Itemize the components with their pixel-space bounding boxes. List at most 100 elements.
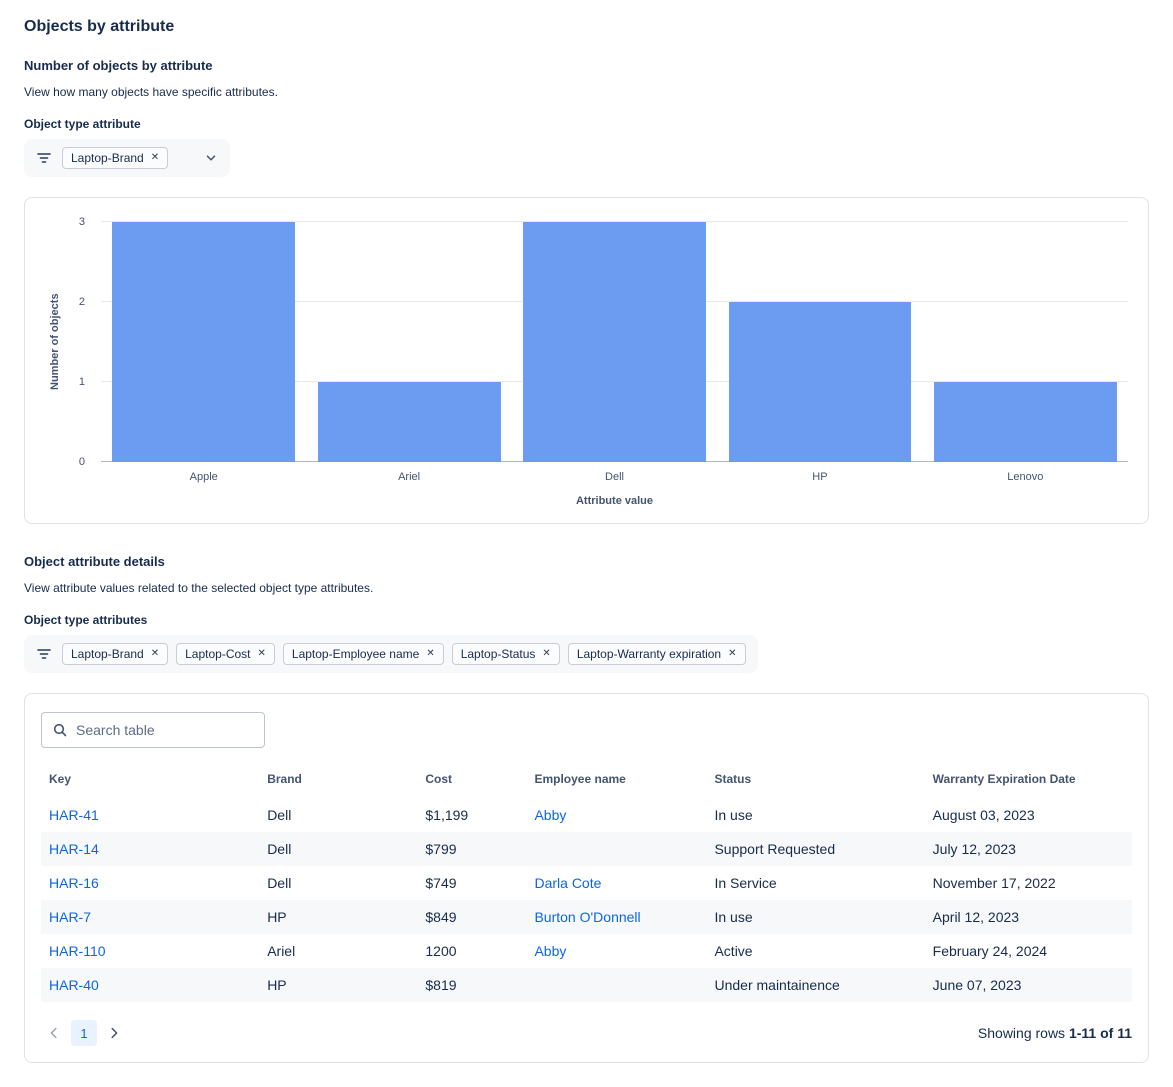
object-key-link[interactable]: HAR-40: [49, 977, 99, 993]
filter-chip: Laptop-Brand ✕: [62, 147, 169, 169]
search-input[interactable]: [76, 722, 254, 738]
x-tick-label: HP: [812, 471, 828, 483]
row-summary-range: 1-11 of 11: [1068, 1025, 1132, 1041]
bar-lenovo[interactable]: [933, 382, 1117, 462]
attribute-filter-select[interactable]: Laptop-Brand ✕: [24, 139, 231, 177]
chart-card: Number of objects 0 1 2 3 Apple Ariel Dell HP L…: [24, 197, 1149, 524]
cell-status: In use: [714, 807, 753, 823]
chip-remove-icon[interactable]: ✕: [728, 648, 737, 659]
chevron-down-icon[interactable]: [204, 151, 218, 165]
cell-key: HAR-41: [41, 798, 259, 832]
cell-brand: Dell: [267, 841, 292, 857]
employee-link[interactable]: Abby: [534, 943, 567, 959]
chip-remove-icon[interactable]: ✕: [150, 152, 160, 163]
search-box[interactable]: [41, 712, 265, 748]
y-axis-title: Number of objects: [49, 293, 61, 391]
cell-employee: [526, 968, 706, 1002]
chart-section-heading: Number of objects by attribute: [24, 58, 213, 73]
cell-employee: Burton O'Donnell: [526, 900, 706, 934]
cell-cost: $1,199: [425, 807, 469, 823]
bar-dell[interactable]: [523, 222, 706, 462]
table-body: HAR-41 Dell $1,199 Abby In use August 03, 202…: [41, 798, 1132, 1002]
employee-link[interactable]: Burton O'Donnell: [534, 909, 641, 925]
bar-slot: [717, 222, 922, 462]
pagination: 1 Showing rows 1-11 of 11: [41, 1020, 1132, 1046]
next-page-button[interactable]: [101, 1020, 127, 1046]
cell-warranty: November 17, 2022: [932, 875, 1056, 891]
bar-ariel[interactable]: [317, 382, 501, 462]
object-key-link[interactable]: HAR-14: [49, 841, 99, 857]
chip-list: Laptop-Brand ✕: [62, 147, 169, 169]
bar-slot: [306, 222, 511, 462]
column-header[interactable]: Employee name: [534, 772, 626, 786]
object-key-link[interactable]: HAR-41: [49, 807, 99, 823]
employee-link[interactable]: Darla Cote: [534, 875, 602, 891]
bars: [101, 222, 1128, 462]
cell-key: HAR-14: [41, 832, 259, 866]
bar-slot: [101, 222, 306, 462]
employee-link[interactable]: Abby: [534, 807, 567, 823]
bar-chart: Number of objects 0 1 2 3 Apple Ariel Dell HP L…: [45, 216, 1128, 507]
gridline: [101, 221, 1128, 222]
cell-employee: Darla Cote: [526, 866, 706, 900]
row-summary: Showing rows 1-11 of 11: [978, 1025, 1132, 1041]
object-type-attributes-label: Object type attributes: [24, 613, 148, 627]
column-header[interactable]: Warranty Expiration Date: [932, 772, 1076, 786]
filter-chip: Laptop-Cost ✕: [176, 643, 275, 665]
y-tick-label: 0: [78, 456, 85, 468]
x-tick-label: Lenovo: [1007, 471, 1044, 483]
chip-list: Laptop-Brand ✕ Laptop-Cost ✕ Laptop-Employee…: [62, 643, 746, 665]
cell-cost: $819: [425, 977, 457, 993]
cell-employee: [526, 832, 706, 866]
column-header[interactable]: Brand: [267, 772, 302, 786]
chart-section-description: View how many objects have specific attr…: [24, 85, 278, 99]
y-tick-label: 2: [78, 296, 85, 309]
chart-plot: [101, 221, 1128, 462]
chip-remove-icon[interactable]: ✕: [542, 648, 551, 659]
cell-brand: Dell: [267, 807, 292, 823]
table-row: HAR-41 Dell $1,199 Abby In use August 03, 202…: [41, 798, 1132, 832]
filter-chip: Laptop-Employee name ✕: [282, 643, 444, 665]
chip-remove-icon[interactable]: ✕: [257, 648, 266, 659]
table-card: Key Brand Cost Employee name Status Warranty …: [24, 693, 1149, 1063]
column-header[interactable]: Cost: [425, 772, 453, 786]
cell-cost: $749: [425, 875, 457, 891]
column-header[interactable]: Status: [714, 772, 752, 786]
bar-slot: [512, 222, 717, 462]
cell-status: In Service: [714, 875, 777, 891]
filter-chip: Laptop-Status ✕: [451, 643, 560, 665]
search-icon: [52, 722, 68, 738]
object-key-link[interactable]: HAR-16: [49, 875, 99, 891]
cell-warranty: June 07, 2023: [932, 977, 1022, 993]
page-1-button[interactable]: 1: [71, 1020, 97, 1046]
cell-employee: Abby: [526, 934, 706, 968]
cell-brand: Ariel: [267, 943, 296, 959]
object-key-link[interactable]: HAR-110: [49, 943, 106, 959]
cell-cost: $799: [425, 841, 457, 857]
chart-section: Number of objects by attribute View how …: [24, 58, 1149, 524]
cell-key: HAR-7: [41, 900, 259, 934]
chip-label: Laptop-Brand: [71, 647, 144, 661]
attributes-filter-select[interactable]: Laptop-Brand ✕ Laptop-Cost ✕ Laptop-Employee…: [24, 635, 758, 673]
column-header[interactable]: Key: [49, 772, 72, 786]
cell-brand: HP: [267, 909, 287, 925]
cell-key: HAR-16: [41, 866, 259, 900]
chip-label: Laptop-Employee name: [291, 647, 420, 661]
chip-remove-icon[interactable]: ✕: [150, 648, 160, 659]
cell-warranty: April 12, 2023: [932, 909, 1020, 925]
y-tick-label: 1: [78, 376, 85, 389]
chip-remove-icon[interactable]: ✕: [426, 648, 435, 659]
chip-label: Laptop-Warranty expiration: [576, 647, 722, 661]
page-title: Objects by attribute: [24, 18, 175, 35]
cell-status: Under maintainence: [714, 977, 840, 993]
table-row: HAR-40 HP $819 Under maintainence June 07, 2…: [41, 968, 1132, 1002]
filter-icon: [36, 150, 52, 166]
bar-apple[interactable]: [112, 222, 296, 462]
prev-page-button[interactable]: [41, 1020, 67, 1046]
table-row: HAR-16 Dell $749 Darla Cote In Service Novemb…: [41, 866, 1132, 900]
table-row: HAR-7 HP $849 Burton O'Donnell In use April 1…: [41, 900, 1132, 934]
object-key-link[interactable]: HAR-7: [49, 909, 92, 925]
bar-hp[interactable]: [728, 302, 912, 462]
cell-brand: Dell: [267, 875, 292, 891]
x-tick-label: Dell: [605, 471, 624, 483]
